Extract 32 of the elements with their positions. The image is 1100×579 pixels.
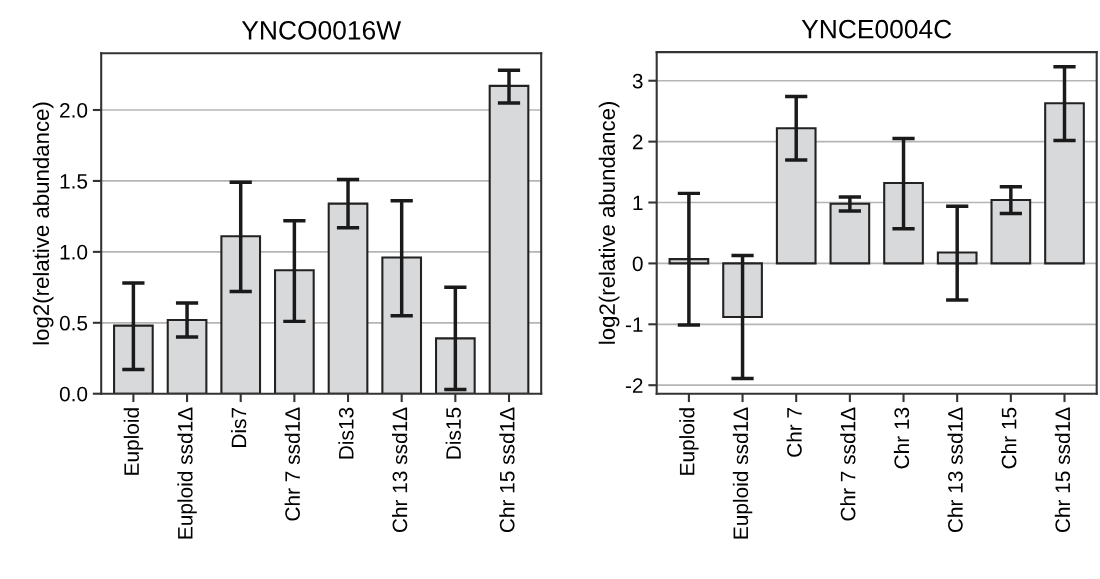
- x-tick-label: Euploid: [679, 408, 699, 475]
- y-tick-label: -2: [625, 378, 643, 393]
- x-tick-label: Dis7: [231, 407, 247, 447]
- y-tick-label: 3: [632, 73, 643, 89]
- x-tick-label: Chr 13: [893, 407, 910, 469]
- x-tick-label: Chr 7 ssd1Δ: [840, 407, 856, 521]
- y-tick-label: 0: [632, 256, 643, 272]
- y-tick-label: 2: [632, 134, 643, 150]
- chart-title: YNCO0016W: [241, 20, 402, 40]
- x-tick-label: Euploid: [123, 408, 144, 475]
- y-tick-label: -1: [625, 317, 643, 332]
- x-tick-label: Euploid ssd1Δ: [732, 407, 753, 539]
- x-tick-label: Chr 15 ssd1Δ: [1054, 407, 1071, 533]
- x-tick-label: Chr 13 ssd1Δ: [947, 407, 963, 533]
- y-tick-label: 0.5: [59, 315, 88, 331]
- x-tick-label: Euploid ssd1Δ: [177, 407, 197, 539]
- x-tick-label: Chr 7 ssd1Δ: [284, 407, 300, 521]
- x-tick-label: Dis15: [445, 407, 461, 459]
- x-tick-label: Chr 15: [1001, 407, 1017, 469]
- x-tick-label: Chr 13 ssd1Δ: [391, 407, 408, 533]
- y-tick-label: 1.5: [60, 174, 88, 189]
- y-tick-label: 1: [633, 195, 643, 211]
- bar: [829, 202, 871, 265]
- x-tick-label: Dis13: [338, 407, 354, 459]
- y-tick-label: 1.0: [60, 244, 88, 260]
- x-tick-label: Chr 7: [786, 407, 802, 457]
- y-tick-label: 0.0: [59, 386, 88, 402]
- x-tick-label: Chr 15 ssd1Δ: [499, 407, 515, 533]
- y-tick-label: 2.0: [60, 103, 88, 118]
- y-axis-title: log2(relative abundance): [32, 102, 54, 345]
- chart-title: YNCE0004C: [801, 19, 952, 39]
- y-axis-title: log2(relative abundance): [598, 101, 620, 344]
